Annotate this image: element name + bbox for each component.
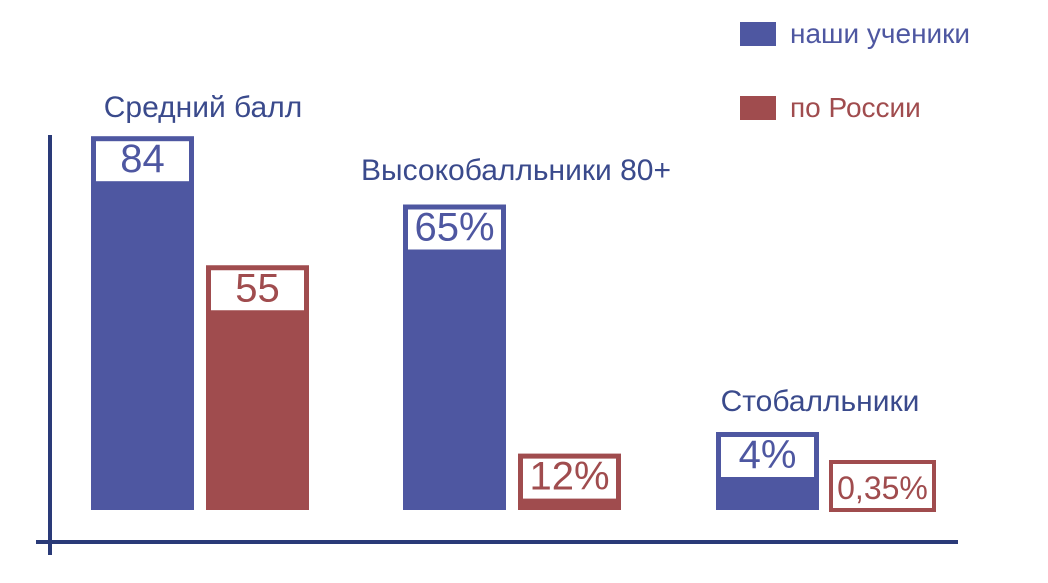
bar-russia-2 bbox=[829, 460, 936, 512]
value-label-russia-1: 12% bbox=[529, 455, 609, 499]
value-box-russia-1 bbox=[523, 458, 616, 499]
bar-ours-1 bbox=[403, 204, 506, 510]
legend-swatch-0 bbox=[740, 22, 776, 46]
value-label-ours-2: 4% bbox=[739, 433, 797, 477]
category-label-0: Средний балл bbox=[104, 91, 303, 124]
category-label-1: Высокобалльники 80+ bbox=[361, 154, 671, 187]
axes bbox=[36, 135, 958, 555]
value-box-ours-0 bbox=[96, 141, 189, 182]
value-box-ours-2 bbox=[721, 437, 814, 477]
value-label-ours-1: 65% bbox=[414, 206, 494, 250]
legend-swatch-1 bbox=[740, 96, 776, 120]
bar-ours-0 bbox=[91, 136, 194, 510]
legend-label-1: по России bbox=[790, 92, 921, 123]
value-label-russia-2: 0,35% bbox=[837, 470, 928, 506]
value-box-russia-0 bbox=[211, 270, 304, 311]
value-label-russia-0: 55 bbox=[235, 266, 280, 310]
value-box-ours-1 bbox=[408, 209, 501, 250]
legend-label-0: наши ученики bbox=[790, 18, 970, 49]
category-label-2: Стобалльники bbox=[721, 385, 920, 418]
legend: наши ученики по России bbox=[740, 18, 970, 123]
bars: 84 55 65% 12% 4% 0,35% bbox=[91, 136, 936, 512]
value-label-ours-0: 84 bbox=[120, 137, 165, 181]
category-labels: Средний балл Высокобалльники 80+ Стобалльн… bbox=[104, 91, 920, 418]
